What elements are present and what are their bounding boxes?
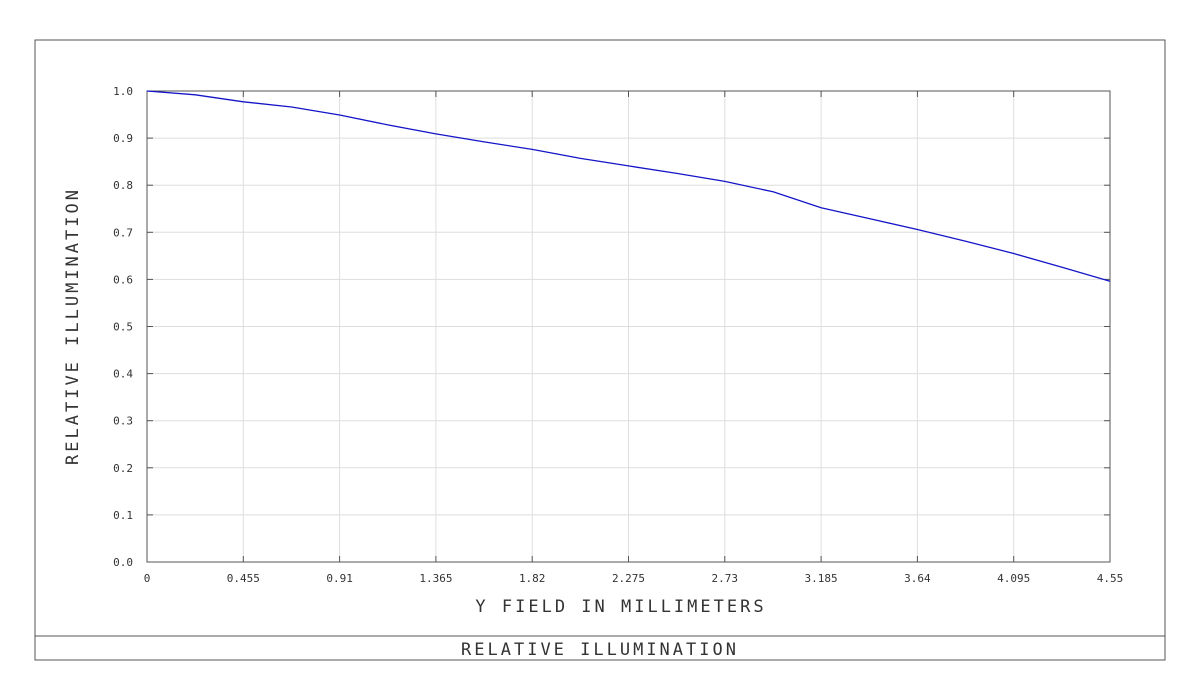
y-tick-label: 0.3 <box>113 415 133 428</box>
series-layer <box>146 90 1111 282</box>
y-tick-label: 0.6 <box>113 273 133 286</box>
x-tick-label: 0.91 <box>326 572 353 585</box>
x-axis-title: Y FIELD IN MILLIMETERS <box>475 597 766 617</box>
grid-lines <box>147 91 1110 562</box>
y-tick-label: 0.5 <box>113 321 133 334</box>
x-tick-label: 4.55 <box>1097 572 1124 585</box>
axis-ticks <box>146 90 1111 563</box>
x-tick-label: 0 <box>144 572 151 585</box>
x-tick-label: 3.185 <box>805 572 838 585</box>
series-line <box>146 90 1111 282</box>
x-tick-labels: 0 0.455 0.91 1.365 1.82 2.275 2.73 3.185 3.64 4.0… <box>144 572 1124 585</box>
x-tick-label: 3.64 <box>904 572 931 585</box>
x-tick-label: 4.095 <box>997 572 1030 585</box>
y-tick-label: 0.8 <box>113 179 133 192</box>
outer-frame <box>34 39 1166 661</box>
x-tick-label: 1.365 <box>419 572 452 585</box>
y-tick-labels: 0.0 0.1 0.2 0.3 0.4 0.5 0.6 0.7 0.8 0.9 1.0 <box>113 85 133 569</box>
y-tick-label: 0.7 <box>113 226 133 239</box>
x-tick-label: 1.82 <box>519 572 546 585</box>
chart-title: RELATIVE ILLUMINATION <box>461 640 739 660</box>
y-tick-label: 0.0 <box>113 556 133 569</box>
x-tick-label: 2.73 <box>712 572 739 585</box>
y-tick-label: 0.9 <box>113 132 133 145</box>
x-tick-label: 0.455 <box>227 572 260 585</box>
x-tick-label: 2.275 <box>612 572 645 585</box>
y-tick-label: 1.0 <box>113 85 133 98</box>
y-axis-title: RELATIVE ILLUMINATION <box>63 187 83 465</box>
plot-area <box>146 90 1111 563</box>
y-tick-label: 0.1 <box>113 509 133 522</box>
y-tick-label: 0.4 <box>113 368 133 381</box>
y-tick-label: 0.2 <box>113 462 133 475</box>
